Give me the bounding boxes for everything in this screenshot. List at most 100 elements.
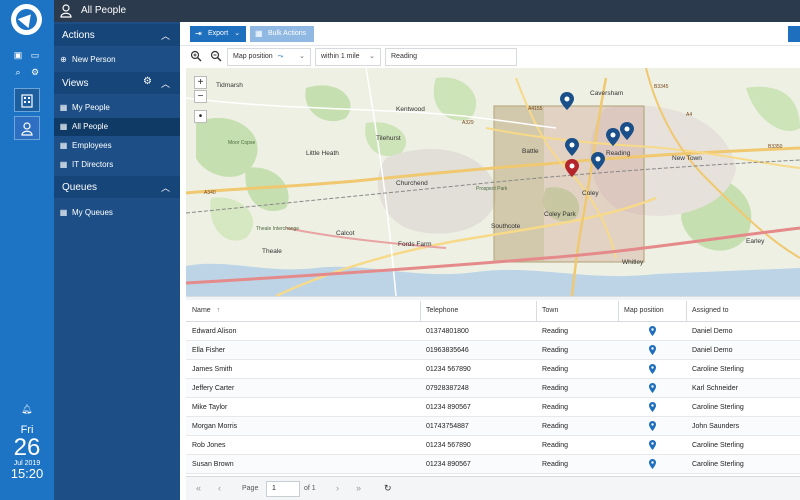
map-table-splitter[interactable] [186,296,800,300]
grid-icon: ▦ [255,29,263,38]
app-logo[interactable] [11,4,42,35]
map-marker-pin[interactable] [620,122,634,140]
table-row[interactable]: Susan Brown 01234 890567 Reading Carolin… [186,455,800,474]
sidebar-item-employees[interactable]: ▦ Employees [54,137,180,155]
first-page-icon[interactable]: « [196,483,202,493]
map-pin-icon[interactable] [649,440,656,450]
page-label: Page [242,485,259,492]
map-marker-pin[interactable] [591,152,605,170]
cell-telephone: 01234 890567 [426,404,471,411]
map-label: B3350 [768,144,783,150]
bulk-actions-button[interactable]: ▦ Bulk Actions [250,26,314,42]
sidebar-item-it-directors[interactable]: ▦ IT Directors [54,156,180,174]
month-year: Jul 2019 [13,460,41,467]
map-zoom-in-button[interactable]: + [194,76,207,89]
map-pin-icon[interactable] [649,345,656,355]
map-label: Battle [522,148,539,155]
chevron-up-icon[interactable]: ︿ [160,79,170,89]
cell-name: Rob Jones [192,442,226,449]
map-pin-icon[interactable] [649,364,656,374]
title-bar: All People [54,0,800,22]
grid-icon: ▦ [59,122,68,131]
map-label: Fords Farm [398,241,432,248]
previous-page-icon[interactable]: ‹ [218,483,221,493]
sidebar-item-my-people[interactable]: ▦ My People [54,99,180,117]
map-label: Moor Copse [228,140,256,146]
map-marker-pin[interactable] [565,138,579,156]
map-marker-pin[interactable] [560,92,574,110]
radius-select[interactable]: within 1 mile ⌄ [315,48,381,66]
queues-section-header[interactable]: Queues ︿ [54,176,180,198]
cell-town: Reading [542,442,569,449]
building-icon [21,94,33,108]
table-row[interactable]: James Smith 01234 567890 Reading Carolin… [186,360,800,379]
column-header-name[interactable]: Name ↑ [192,307,221,314]
map-pin-icon[interactable] [649,421,656,431]
module-people-button[interactable] [14,116,40,140]
export-label: Export [208,30,229,37]
column-header-telephone[interactable]: Telephone [426,307,459,314]
chevron-down-icon: ⌄ [299,53,305,60]
column-header-map-position[interactable]: Map position [624,307,664,314]
map-position-label: Map position [233,53,273,60]
pagination-bar: « ‹ Page 1 of 1 › » ↻ [186,476,800,500]
map-pin-icon[interactable] [649,383,656,393]
zoom-out-icon[interactable] [210,50,222,62]
cell-name: Morgan Morris [192,423,238,430]
toolbar-settings-button[interactable] [788,26,800,42]
map-marker-selected-pin[interactable] [565,159,579,177]
map-zoom-out-button[interactable]: − [194,90,207,103]
map-label: Kentwood [396,106,425,113]
chevron-up-icon[interactable]: ︿ [160,183,170,193]
page-number-input[interactable]: 1 [266,481,300,497]
gear-icon[interactable]: ⚙ [143,76,152,87]
user-icon [60,4,72,18]
sidebar-item-all-people[interactable]: ▦ All People [54,118,180,136]
settings-icon[interactable]: ⚙ [30,67,40,77]
map-position-select[interactable]: Map position ⤳ ⌄ [227,48,311,66]
export-button[interactable]: ⇥ Export ⌄ [190,26,246,42]
chevron-up-icon[interactable]: ︿ [160,31,170,41]
map-pin-icon[interactable] [649,402,656,412]
map-tiles [186,68,800,296]
table-row[interactable]: Ella Fisher 01963835646 Reading Daniel D… [186,341,800,360]
map-view[interactable]: Tidmarsh Kentwood Caversham Little Heath… [186,68,800,296]
column-header-town[interactable]: Town [542,307,559,314]
table-row[interactable]: Edward Alison 01374801800 Reading Daniel… [186,322,800,341]
sidebar-item-my-queues[interactable]: ▦ My Queues [54,204,180,222]
bell-icon[interactable]: 🔔︎ [21,404,33,414]
map-pin-icon[interactable] [649,326,656,336]
table-row[interactable]: Morgan Morris 01743754887 Reading John S… [186,417,800,436]
map-label: Prospect Park [476,186,508,192]
views-section-header[interactable]: Views ⚙ ︿ [54,72,180,94]
refresh-icon[interactable]: ↻ [384,483,392,493]
cell-assigned: Caroline Sterling [692,442,744,449]
map-label: A4155 [528,106,543,112]
location-input[interactable]: Reading [385,48,517,66]
cell-telephone: 01234 890567 [426,461,471,468]
cell-town: Reading [542,328,569,335]
home-icon[interactable]: ▣ [13,50,23,60]
map-label: B3345 [654,84,669,90]
actions-section-header[interactable]: Actions ︿ [54,24,180,46]
search-icon[interactable]: ⌕ [15,67,21,77]
table-row[interactable]: Mike Taylor 01234 890567 Reading Carolin… [186,398,800,417]
sidebar-item-label: Employees [72,141,112,150]
cell-assigned: Caroline Sterling [692,461,744,468]
table-row[interactable]: Jeffery Carter 07928387248 Reading Karl … [186,379,800,398]
grid-icon: ▦ [59,160,68,169]
cell-assigned: John Saunders [692,423,740,430]
date-time-display: Fri 26 Jul 2019 15:20 [0,424,54,481]
zoom-in-icon[interactable] [190,50,202,62]
map-marker-pin[interactable] [606,128,620,146]
last-page-icon[interactable]: » [356,483,362,493]
window-icon[interactable]: ▭ [30,50,40,60]
map-pin-icon[interactable] [649,459,656,469]
sidebar-item-new-person[interactable]: ⊕ New Person [54,51,180,69]
map-label: A340 [204,190,216,196]
module-building-button[interactable] [14,88,40,112]
map-locate-button[interactable]: • [194,110,207,123]
column-header-assigned-to[interactable]: Assigned to [692,307,729,314]
table-row[interactable]: Rob Jones 01234 567890 Reading Caroline … [186,436,800,455]
next-page-icon[interactable]: › [336,483,339,493]
